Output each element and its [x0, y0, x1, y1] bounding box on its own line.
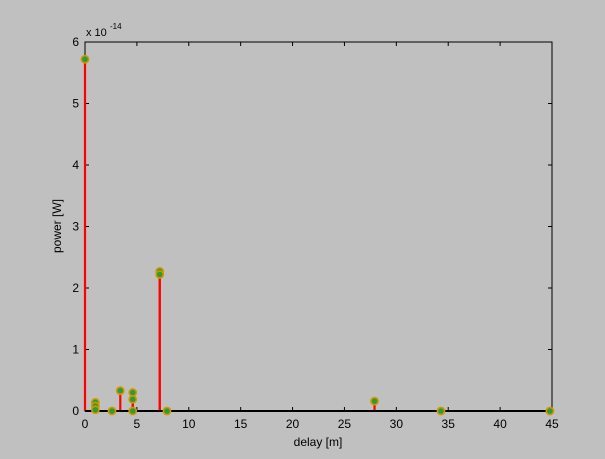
stem-markers — [80, 54, 555, 416]
y-exponent-label: x 10 — [86, 27, 107, 39]
stem-marker — [162, 406, 172, 416]
stem-marker — [90, 405, 100, 415]
x-tick-label: 45 — [545, 417, 559, 431]
x-ticks: 0 5 10 15 20 25 30 35 40 45 — [82, 42, 559, 431]
x-tick-label: 40 — [493, 417, 507, 431]
axes-box — [84, 41, 553, 412]
y-tick-label: 2 — [72, 281, 79, 295]
stem-marker — [128, 406, 138, 416]
y-tick-label: 5 — [72, 97, 79, 111]
stem-marker — [545, 406, 555, 416]
stem-marker — [128, 394, 138, 404]
x-tick-label: 35 — [442, 417, 456, 431]
y-tick-label: 3 — [72, 220, 79, 234]
y-tick-label: 0 — [72, 404, 79, 418]
x-tick-label: 10 — [182, 417, 196, 431]
stem-marker — [370, 396, 379, 406]
x-axis-label: delay [m] — [294, 435, 343, 449]
stem-marker — [115, 386, 125, 396]
y-tick-label: 1 — [72, 343, 79, 357]
stem-marker — [80, 54, 90, 64]
y-tick-label: 4 — [72, 158, 79, 172]
y-axis-label: power [W] — [50, 199, 64, 253]
x-tick-label: 20 — [286, 417, 300, 431]
stem-marker — [436, 406, 446, 416]
stem-marker — [155, 270, 165, 279]
x-tick-label: 15 — [234, 417, 248, 431]
x-tick-label: 25 — [338, 417, 352, 431]
stem-marker — [107, 406, 117, 416]
x-tick-label: 5 — [134, 417, 141, 431]
x-tick-label: 0 — [82, 417, 89, 431]
y-exponent-power: -14 — [110, 22, 122, 31]
x-tick-label: 30 — [390, 417, 404, 431]
y-tick-label: 6 — [72, 35, 79, 49]
